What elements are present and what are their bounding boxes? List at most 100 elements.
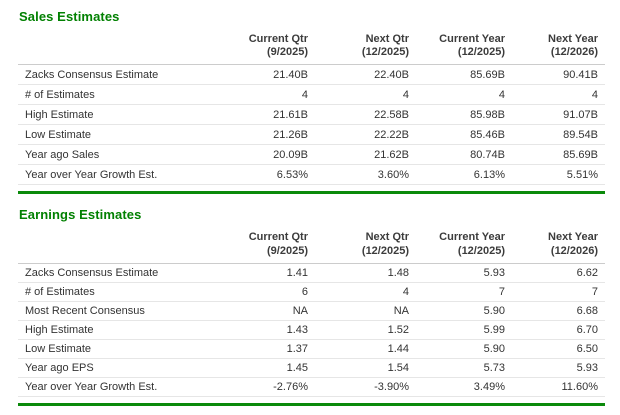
- cell-value: NA: [190, 301, 308, 321]
- table-row: High Estimate 1.43 1.52 5.99 6.70: [18, 320, 605, 340]
- column-period-date: (12/2025): [361, 46, 409, 59]
- cell-value: 5.90: [409, 301, 505, 321]
- column-period-label: Current Qtr: [248, 33, 308, 45]
- cell-value: -2.76%: [190, 377, 308, 397]
- table-row: Year over Year Growth Est. 6.53% 3.60% 6…: [18, 164, 605, 186]
- row-label: Low Estimate: [18, 124, 190, 146]
- cell-value: 85.98B: [409, 104, 505, 126]
- cell-value: 5.93: [505, 358, 605, 378]
- earnings-header-current-year: Current Year (12/2025): [409, 229, 505, 264]
- column-period-date: (12/2026): [550, 46, 598, 59]
- cell-value: 6.70: [505, 320, 605, 340]
- column-period-label: Next Year: [548, 231, 598, 244]
- sales-header-next-qtr: Next Qtr (12/2025): [308, 31, 409, 66]
- earnings-header-blank: [18, 229, 190, 264]
- cell-value: 4: [505, 84, 605, 106]
- cell-value: 1.44: [308, 339, 409, 359]
- cell-value: 1.43: [190, 320, 308, 340]
- table-row: Low Estimate 1.37 1.44 5.90 6.50: [18, 339, 605, 359]
- cell-value: 5.90: [409, 339, 505, 359]
- row-label: # of Estimates: [18, 282, 190, 302]
- estimates-page: Sales Estimates Current Qtr (9/2025) Nex…: [18, 9, 605, 406]
- cell-value: 1.48: [308, 263, 409, 283]
- column-period-label: Next Year: [548, 33, 598, 45]
- section-divider-rule: [18, 191, 605, 195]
- sales-header-next-year: Next Year (12/2026): [505, 31, 605, 66]
- row-label: High Estimate: [18, 104, 190, 126]
- column-period-date: (12/2025): [457, 244, 505, 257]
- cell-value: 85.69B: [505, 144, 605, 166]
- column-period-date: (12/2025): [361, 244, 409, 257]
- table-row: Most Recent Consensus NA NA 5.90 6.68: [18, 301, 605, 321]
- cell-value: 7: [505, 282, 605, 302]
- row-label: Year over Year Growth Est.: [18, 164, 190, 186]
- table-row: # of Estimates 4 4 4 4: [18, 84, 605, 106]
- row-label: Year ago Sales: [18, 144, 190, 166]
- cell-value: 22.22B: [308, 124, 409, 146]
- cell-value: 5.93: [409, 263, 505, 283]
- earnings-header-row: Current Qtr (9/2025) Next Qtr (12/2025) …: [18, 229, 605, 264]
- cell-value: 21.40B: [190, 64, 308, 86]
- cell-value: 21.26B: [190, 124, 308, 146]
- table-row: Year ago Sales 20.09B 21.62B 80.74B 85.6…: [18, 144, 605, 166]
- table-row: Year over Year Growth Est. -2.76% -3.90%…: [18, 377, 605, 397]
- cell-value: 85.46B: [409, 124, 505, 146]
- row-label: # of Estimates: [18, 84, 190, 106]
- row-label: Most Recent Consensus: [18, 301, 190, 321]
- cell-value: 1.41: [190, 263, 308, 283]
- cell-value: -3.90%: [308, 377, 409, 397]
- cell-value: 22.58B: [308, 104, 409, 126]
- column-period-date: (12/2026): [550, 244, 598, 257]
- cell-value: 6: [190, 282, 308, 302]
- cell-value: 6.13%: [409, 164, 505, 186]
- cell-value: 20.09B: [190, 144, 308, 166]
- column-period-label: Current Qtr: [248, 231, 308, 244]
- row-label: Year over Year Growth Est.: [18, 377, 190, 397]
- cell-value: 4: [308, 282, 409, 302]
- column-period-label: Current Year: [439, 231, 505, 244]
- column-period-label: Next Qtr: [365, 231, 409, 244]
- cell-value: 4: [308, 84, 409, 106]
- table-row: Zacks Consensus Estimate 21.40B 22.40B 8…: [18, 64, 605, 86]
- sales-header-current-qtr: Current Qtr (9/2025): [190, 31, 308, 66]
- cell-value: 4: [409, 84, 505, 106]
- sales-estimates-section: Sales Estimates Current Qtr (9/2025) Nex…: [18, 9, 605, 195]
- table-row: Year ago EPS 1.45 1.54 5.73 5.93: [18, 358, 605, 378]
- sales-header-current-year: Current Year (12/2025): [409, 31, 505, 66]
- column-period-label: Current Year: [439, 33, 505, 45]
- cell-value: 21.62B: [308, 144, 409, 166]
- cell-value: 90.41B: [505, 64, 605, 86]
- cell-value: 6.50: [505, 339, 605, 359]
- sales-header-blank: [18, 31, 190, 66]
- earnings-header-next-year: Next Year (12/2026): [505, 229, 605, 264]
- row-label: Zacks Consensus Estimate: [18, 263, 190, 283]
- cell-value: 6.68: [505, 301, 605, 321]
- cell-value: 91.07B: [505, 104, 605, 126]
- cell-value: 1.37: [190, 339, 308, 359]
- cell-value: 1.52: [308, 320, 409, 340]
- cell-value: 85.69B: [409, 64, 505, 86]
- column-period-date: (12/2025): [457, 46, 505, 59]
- sales-estimates-title: Sales Estimates: [19, 9, 120, 24]
- column-period-date: (9/2025): [267, 46, 308, 59]
- table-row: Zacks Consensus Estimate 1.41 1.48 5.93 …: [18, 263, 605, 283]
- cell-value: 5.99: [409, 320, 505, 340]
- row-label: High Estimate: [18, 320, 190, 340]
- cell-value: 3.49%: [409, 377, 505, 397]
- cell-value: 6.62: [505, 263, 605, 283]
- earnings-estimates-section: Earnings Estimates Current Qtr (9/2025) …: [18, 207, 605, 406]
- row-label: Year ago EPS: [18, 358, 190, 378]
- cell-value: 5.51%: [505, 164, 605, 186]
- earnings-header-current-qtr: Current Qtr (9/2025): [190, 229, 308, 264]
- row-label: Low Estimate: [18, 339, 190, 359]
- cell-value: 6.53%: [190, 164, 308, 186]
- cell-value: 80.74B: [409, 144, 505, 166]
- table-row: Low Estimate 21.26B 22.22B 85.46B 89.54B: [18, 124, 605, 146]
- cell-value: 1.54: [308, 358, 409, 378]
- column-period-date: (9/2025): [267, 244, 308, 257]
- table-row: # of Estimates 6 4 7 7: [18, 282, 605, 302]
- cell-value: NA: [308, 301, 409, 321]
- cell-value: 21.61B: [190, 104, 308, 126]
- cell-value: 89.54B: [505, 124, 605, 146]
- table-row: High Estimate 21.61B 22.58B 85.98B 91.07…: [18, 104, 605, 126]
